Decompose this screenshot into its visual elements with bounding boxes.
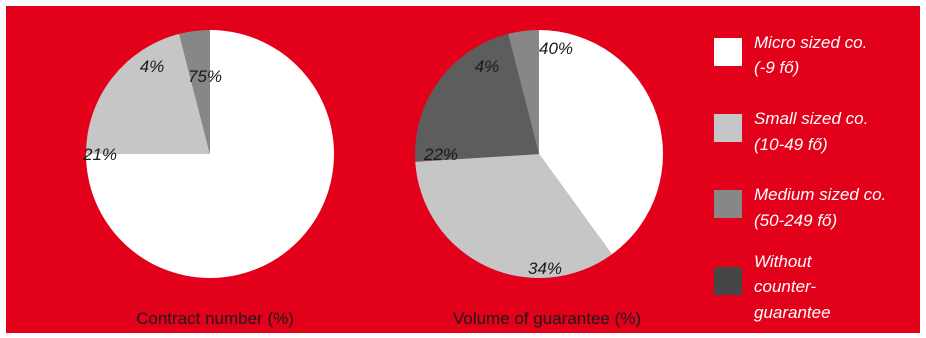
slice-label: 75% [188, 67, 222, 86]
slice-label: 21% [82, 145, 117, 164]
pie-volume-of-guarantee: 40% 34% 22% 4% Volume of guarantee (%) [414, 30, 664, 328]
legend-label: Small sized co. [754, 109, 868, 128]
legend-swatch [714, 38, 742, 66]
pie-slice [179, 30, 210, 154]
legend-swatch [714, 114, 742, 142]
legend-swatch [714, 267, 742, 295]
pie-slice [508, 30, 539, 154]
pie-slice [539, 30, 664, 255]
legend-label: (10-49 fő) [754, 135, 828, 154]
chart-caption: Contract number (%) [136, 309, 294, 328]
legend-label: Micro sized co. [754, 33, 867, 52]
pie-slice [414, 33, 539, 162]
slice-label: 4% [140, 57, 165, 76]
slice-label: 22% [423, 145, 458, 164]
slice-label: 4% [475, 57, 500, 76]
chart-caption: Volume of guarantee (%) [453, 309, 641, 328]
slice-label: 34% [528, 259, 562, 278]
legend-swatch [714, 190, 742, 218]
pie-slice [415, 154, 612, 279]
pie-contract-number: 75% 21% 4% Contract number (%) [82, 30, 334, 328]
legend-label: (50-249 fő) [754, 211, 837, 230]
legend: Micro sized co. (-9 fő) Small sized co. (10… [714, 33, 886, 322]
legend-label: Without [754, 252, 813, 271]
slice-label: 40% [539, 39, 573, 58]
pie-slice [86, 33, 210, 154]
legend-label: Medium sized co. [754, 185, 886, 204]
legend-label: (-9 fő) [754, 58, 799, 77]
legend-label: guarantee [754, 303, 831, 322]
legend-label: counter- [754, 277, 816, 296]
